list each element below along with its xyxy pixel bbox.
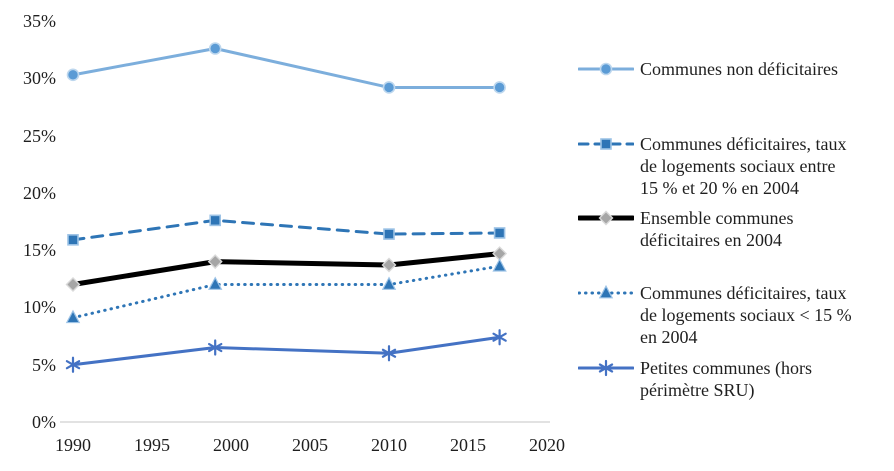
legend-entry: Communes déficitaires, taux de logements… [578, 133, 886, 199]
x-axis-label: 2020 [529, 435, 565, 455]
data-point-marker-circle [208, 42, 222, 55]
data-point-marker-asterisk [65, 356, 81, 373]
data-point-marker-square [383, 228, 395, 240]
data-point-marker-triangle [207, 276, 223, 290]
legend-label: Communes déficitaires, taux de logements… [640, 283, 852, 347]
data-point-marker-triangle [381, 276, 397, 290]
legend: Communes non déficitaires Communes défici… [578, 0, 888, 471]
legend-swatch-square [578, 138, 634, 150]
y-axis-label: 20% [23, 182, 56, 203]
data-point-marker-asterisk [207, 339, 223, 356]
data-point-marker-square [600, 138, 612, 150]
legend-swatch-triangle [578, 284, 634, 299]
data-point-marker-circle [599, 62, 613, 76]
y-axis-label: 0% [32, 412, 56, 432]
x-axis-label: 2000 [213, 435, 249, 455]
legend-swatch-diamond [578, 210, 634, 226]
data-point-marker-asterisk [492, 329, 507, 346]
series-line-1 [71, 218, 502, 242]
x-axis-label: 2010 [371, 435, 407, 455]
legend-entry: Petites communes (hors périmètre SRU) [578, 357, 886, 401]
y-axis-label: 30% [23, 68, 56, 89]
data-point-marker-triangle [492, 258, 507, 272]
data-point-marker-asterisk [381, 345, 397, 362]
data-point-marker-circle [382, 81, 396, 94]
legend-swatch-circle [578, 62, 634, 76]
legend-label: Ensemble communes déficitaires en 2004 [640, 208, 794, 250]
x-axis-label: 1990 [55, 435, 91, 455]
x-axis-label: 2005 [292, 435, 328, 455]
y-axis-label: 5% [32, 354, 56, 375]
legend-entry: Communes déficitaires, taux de logements… [578, 282, 886, 348]
y-axis-label: 25% [23, 125, 56, 146]
series-line-2 [70, 251, 503, 288]
data-point-marker-diamond [381, 257, 397, 273]
y-axis-label: 15% [23, 240, 56, 261]
series-line-3 [71, 264, 502, 320]
legend-entry: Ensemble communes déficitaires en 2004 [578, 207, 886, 251]
x-axis-label: 1995 [134, 435, 170, 455]
data-point-marker-circle [493, 81, 506, 94]
legend-label: Communes déficitaires, taux de logements… [640, 134, 847, 198]
data-point-marker-diamond [598, 210, 614, 226]
legend-entry: Communes non déficitaires [578, 58, 886, 80]
data-point-marker-triangle [598, 284, 614, 299]
data-point-marker-square [493, 227, 506, 239]
series-line-0 [71, 46, 502, 89]
y-axis-label: 10% [23, 297, 56, 318]
data-point-marker-asterisk [598, 359, 614, 377]
x-axis-label: 2015 [450, 435, 486, 455]
data-point-marker-diamond [65, 277, 81, 293]
data-point-marker-diamond [207, 254, 223, 270]
data-point-marker-triangle [65, 309, 81, 324]
y-axis-label: 35% [23, 11, 56, 31]
legend-label: Communes non déficitaires [640, 59, 838, 79]
series-line-4 [71, 335, 502, 367]
data-point-marker-square [209, 214, 221, 227]
data-point-marker-square [67, 234, 79, 246]
data-point-marker-circle [66, 68, 80, 82]
legend-label: Petites communes (hors périmètre SRU) [640, 358, 812, 400]
legend-swatch-asterisk [578, 359, 634, 377]
